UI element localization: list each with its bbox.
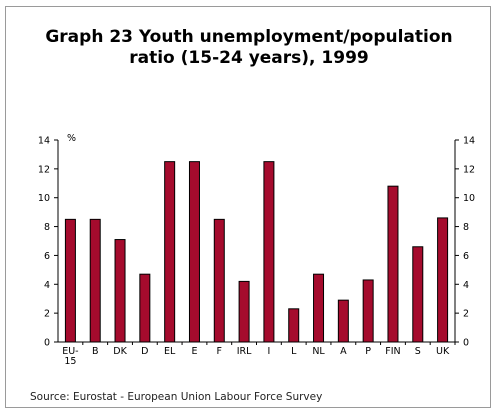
chart-title: Graph 23 Youth unemployment/population r… [6, 27, 492, 69]
category-label: D [141, 346, 148, 357]
y-tick-label-right: 14 [463, 136, 475, 147]
y-axis-label: % [67, 133, 76, 144]
y-tick-label-right: 0 [463, 338, 469, 349]
bar [412, 246, 424, 343]
category-label-line: NL [312, 346, 325, 357]
category-label: IRL [237, 346, 252, 357]
category-label-line: S [415, 346, 421, 357]
bar [89, 218, 101, 343]
chart-title-line-1: Graph 23 Youth unemployment/population [45, 27, 453, 47]
bar [362, 279, 374, 343]
y-tick-label-left: 12 [38, 164, 50, 175]
category-label: S [415, 346, 421, 357]
bar [188, 161, 200, 343]
source-note: Source: Eurostat - European Union Labour… [30, 391, 323, 403]
category-label: EU-15 [62, 346, 78, 367]
category-label-line: UK [436, 346, 450, 357]
category-label-line: FIN [385, 346, 400, 357]
category-label: A [340, 346, 347, 357]
category-label-line: IRL [237, 346, 252, 357]
category-label-line: A [340, 346, 347, 357]
bar [213, 218, 225, 343]
bar [238, 280, 250, 343]
category-label: P [365, 346, 371, 357]
category-label-line: F [217, 346, 222, 357]
y-tick-label-left: 8 [44, 222, 50, 233]
bar [387, 185, 399, 343]
y-tick-label-left: 6 [44, 251, 50, 262]
category-label: FIN [385, 346, 400, 357]
bar [263, 161, 275, 343]
bar [114, 239, 126, 343]
chart-title-line-2: ratio (15-24 years), 1999 [129, 48, 369, 68]
category-label-line: I [268, 346, 271, 357]
bar [337, 299, 349, 343]
category-label: UK [436, 346, 450, 357]
category-label-line: EU- [62, 346, 78, 357]
y-tick-label-right: 10 [463, 193, 475, 204]
y-tick-label-right: 8 [463, 222, 469, 233]
y-tick-label-right: 6 [463, 251, 469, 262]
y-tick-label-right: 12 [463, 164, 475, 175]
category-label-line: EL [164, 346, 176, 357]
category-label-line: DK [113, 346, 127, 357]
category-label: I [268, 346, 271, 357]
category-label: E [191, 346, 197, 357]
category-label: DK [113, 346, 127, 357]
bar [313, 273, 325, 343]
category-label-line: D [141, 346, 148, 357]
category-label: EL [164, 346, 176, 357]
y-tick-label-left: 14 [38, 136, 50, 147]
category-label: B [92, 346, 99, 357]
bar [64, 218, 76, 343]
category-label: L [291, 346, 297, 357]
y-tick-label-left: 2 [44, 309, 50, 320]
bar [164, 161, 176, 343]
category-label-line: E [191, 346, 197, 357]
category-label-line: B [92, 346, 99, 357]
category-label-line: P [365, 346, 371, 357]
bar [139, 273, 151, 343]
y-tick-label-left: 10 [38, 193, 50, 204]
y-tick-label-right: 2 [463, 309, 469, 320]
bar [288, 308, 300, 343]
bar [437, 217, 449, 343]
category-label: NL [312, 346, 325, 357]
y-tick-label-left: 0 [44, 338, 50, 349]
category-label: F [217, 346, 222, 357]
category-label-line: 15 [64, 356, 76, 367]
y-tick-label-right: 4 [463, 280, 469, 291]
y-tick-label-left: 4 [44, 280, 50, 291]
category-label-line: L [291, 346, 297, 357]
